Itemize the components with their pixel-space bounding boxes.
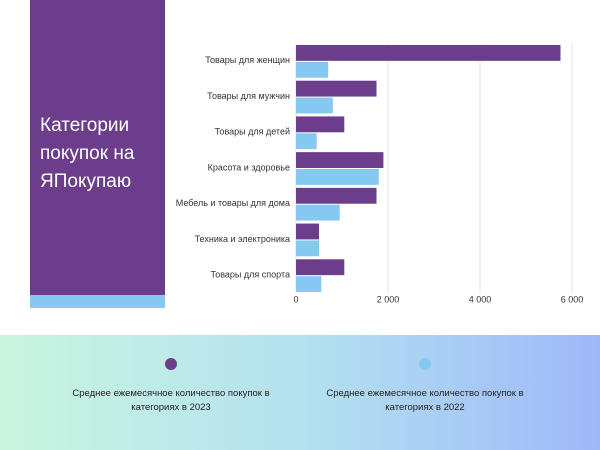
y-tick-label: Товары для мужчин	[207, 91, 290, 101]
y-tick-label: Товары для женщин	[205, 55, 290, 65]
side-strip	[30, 295, 165, 308]
bar	[296, 133, 317, 150]
legend-marker	[419, 358, 431, 370]
y-tick-label: Товары для спорта	[210, 270, 290, 280]
bar	[296, 259, 345, 276]
legend-area	[0, 335, 600, 450]
bar	[296, 116, 345, 133]
legend-marker	[165, 358, 177, 370]
legend-label: Среднее ежемесячное количество покупок в…	[72, 388, 270, 413]
bar	[296, 240, 319, 257]
y-tick-label: Товары для детей	[215, 127, 290, 137]
bar	[296, 223, 319, 240]
bar	[296, 61, 329, 78]
y-tick-label: Мебель и товары для дома	[176, 198, 290, 208]
x-tick-label: 4 000	[469, 294, 492, 304]
bar	[296, 169, 379, 185]
x-tick-label: 0	[293, 294, 298, 304]
bar	[296, 80, 377, 97]
chart-title: Категории покупок на ЯПокупаю	[40, 115, 135, 192]
legend-label: Среднее ежемесячное количество покупок в…	[326, 388, 524, 413]
bar	[296, 276, 322, 292]
bar	[296, 187, 377, 204]
bar	[296, 97, 333, 114]
bar	[296, 45, 561, 61]
x-tick-label: 6 000	[561, 294, 584, 304]
x-tick-label: 2 000	[377, 294, 400, 304]
bar	[296, 152, 384, 168]
side-panel	[30, 0, 165, 295]
bar	[296, 204, 340, 221]
y-tick-label: Красота и здоровье	[208, 162, 290, 172]
y-tick-label: Техника и электроника	[195, 234, 290, 244]
